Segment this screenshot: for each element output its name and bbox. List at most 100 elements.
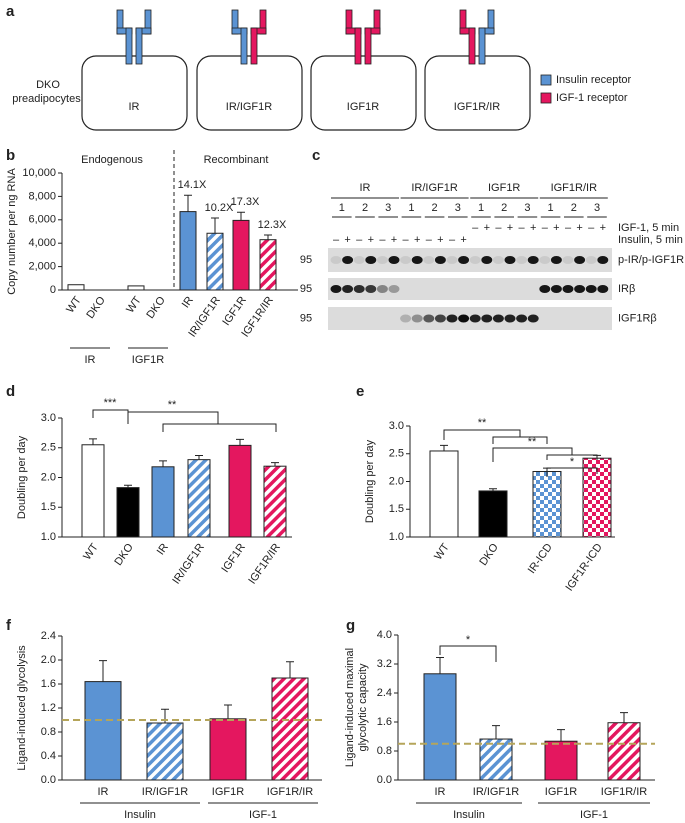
group-label: IGF-1: [249, 809, 277, 821]
x-tick-label: IR: [155, 541, 171, 557]
marker-label: 95: [300, 254, 312, 266]
y-axis-label: Copy number per ng RNA: [6, 168, 18, 295]
blot-band: [562, 256, 574, 264]
blot-band: [504, 256, 516, 264]
marker-label: 95: [300, 312, 312, 324]
igf1-sign: +: [507, 222, 513, 234]
insulin-sign: +: [437, 234, 443, 246]
y-tick-label: 2.4: [377, 687, 392, 699]
box-label: IR: [129, 101, 140, 113]
fold-label: 17.3X: [231, 196, 260, 208]
insulin-sign: +: [460, 234, 466, 246]
blot-band: [516, 314, 528, 323]
insulin-sign: –: [426, 234, 433, 246]
treatment-label: IGF-1, 5 min: [618, 222, 679, 234]
igf1-sign: +: [576, 222, 582, 234]
error-bar: [440, 444, 448, 451]
insulin-sign: –: [356, 234, 363, 246]
clone-label: 2: [501, 202, 507, 214]
blot-band: [434, 314, 446, 323]
insulin-sign: –: [379, 234, 386, 246]
blot-band: [539, 285, 551, 293]
clone-label: 1: [339, 202, 345, 214]
y-tick-label: 3.0: [41, 412, 56, 424]
bar: [232, 219, 250, 291]
x-tick-label: IGF1R: [212, 786, 244, 798]
y-tick-label: 2.0: [41, 654, 56, 666]
y-axis-label: glycolytic capacity: [357, 663, 369, 752]
x-tick-label: IGF1R: [219, 541, 247, 574]
significance-bracket: [443, 429, 548, 444]
bar: [127, 285, 145, 291]
bar: [479, 738, 513, 781]
group-label: IGF1R: [132, 354, 164, 366]
y-tick-label: 1.6: [41, 678, 56, 690]
panel-label: f: [6, 617, 12, 634]
blot-band: [516, 256, 528, 264]
blot-band: [423, 256, 435, 264]
x-tick-label: IGF1R/IR: [601, 786, 648, 798]
igf1-sign: –: [588, 222, 595, 234]
significance-bracket: [439, 645, 497, 662]
cell-box: [81, 55, 188, 131]
error-bar: [620, 712, 628, 723]
blot-band: [330, 285, 342, 293]
blot-band: [527, 314, 539, 323]
igf1-sign: +: [600, 222, 606, 234]
igf1-sign: +: [484, 222, 490, 234]
y-tick-label: 2.5: [389, 448, 404, 460]
x-tick-label: DKO: [144, 294, 168, 321]
error-bar: [159, 460, 167, 467]
x-tick-label: IR-ICD: [526, 541, 555, 575]
bar: [67, 284, 85, 291]
cell-box: [424, 55, 531, 131]
significance-label: **: [478, 417, 487, 429]
clone-label: 2: [362, 202, 368, 214]
treatment-label: Insulin, 5 min: [618, 234, 683, 246]
error-bar: [124, 484, 132, 488]
receptor-part: [364, 27, 372, 65]
group-label: Insulin: [453, 809, 485, 821]
bar: [187, 459, 211, 538]
x-tick-label: DKO: [112, 541, 136, 568]
fold-label: 12.3X: [258, 219, 287, 231]
blot-band: [342, 256, 354, 264]
blot-strip: [328, 278, 612, 300]
blot-band: [342, 285, 354, 293]
section-label: Recombinant: [204, 154, 269, 166]
x-tick-label: IGF1R/IR: [246, 541, 283, 586]
blot-band: [469, 314, 481, 323]
x-tick-label: WT: [64, 294, 84, 315]
blot-band: [423, 314, 435, 323]
y-axis-label: Ligand-induced maximal: [344, 648, 356, 767]
y-tick-label: 2.4: [41, 630, 56, 642]
blot-band: [365, 256, 377, 264]
y-tick-label: 3.2: [377, 658, 392, 670]
x-tick-label: IR: [98, 786, 109, 798]
blot-band: [458, 256, 470, 264]
x-tick-label: WT: [432, 541, 452, 562]
legend-label: IGF-1 receptor: [556, 92, 628, 104]
error-bar: [286, 661, 294, 678]
blot-band: [434, 256, 446, 264]
error-bar: [492, 725, 500, 740]
cell-box: [310, 55, 417, 131]
y-axis-label: Ligand-induced glycolysis: [16, 645, 28, 771]
blot-band: [388, 285, 400, 293]
y-tick-label: 0: [50, 284, 56, 296]
igf1-sign: –: [472, 222, 479, 234]
y-tick-label: 10,000: [22, 167, 56, 179]
y-tick-label: 4,000: [28, 237, 56, 249]
group-label: IR: [360, 182, 371, 194]
section-label: Endogenous: [81, 154, 143, 166]
error-bar: [271, 462, 279, 467]
bar: [151, 466, 175, 538]
error-bar: [237, 211, 245, 221]
bar: [206, 232, 224, 291]
panel-label: g: [346, 617, 355, 634]
igf1-sign: +: [530, 222, 536, 234]
insulin-sign: –: [449, 234, 456, 246]
blot-band: [597, 256, 609, 264]
significance-bracket: [546, 467, 598, 477]
